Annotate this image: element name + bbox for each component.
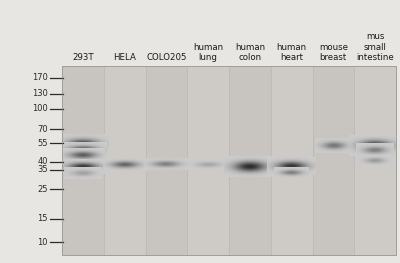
Text: 15: 15 bbox=[38, 214, 48, 223]
Bar bbox=[187, 66, 229, 255]
Bar bbox=[312, 66, 354, 255]
Text: 70: 70 bbox=[37, 125, 48, 134]
Text: human
lung: human lung bbox=[193, 43, 223, 62]
Text: 40: 40 bbox=[38, 157, 48, 166]
Text: mouse
breast: mouse breast bbox=[319, 43, 348, 62]
Text: HELA: HELA bbox=[113, 53, 136, 62]
Text: 25: 25 bbox=[38, 185, 48, 194]
Text: 170: 170 bbox=[32, 73, 48, 83]
Bar bbox=[229, 66, 271, 255]
Text: 293T: 293T bbox=[72, 53, 94, 62]
Text: 100: 100 bbox=[32, 104, 48, 113]
Text: 35: 35 bbox=[37, 165, 48, 174]
Bar bbox=[271, 66, 312, 255]
Text: mus
small
intestine: mus small intestine bbox=[356, 32, 394, 62]
Bar bbox=[104, 66, 146, 255]
Bar bbox=[62, 66, 104, 255]
Text: human
heart: human heart bbox=[276, 43, 307, 62]
Text: 10: 10 bbox=[38, 238, 48, 247]
Text: 55: 55 bbox=[38, 139, 48, 148]
Text: COLO205: COLO205 bbox=[146, 53, 187, 62]
Text: 130: 130 bbox=[32, 89, 48, 98]
Bar bbox=[146, 66, 187, 255]
Text: human
colon: human colon bbox=[235, 43, 265, 62]
Bar bbox=[354, 66, 396, 255]
